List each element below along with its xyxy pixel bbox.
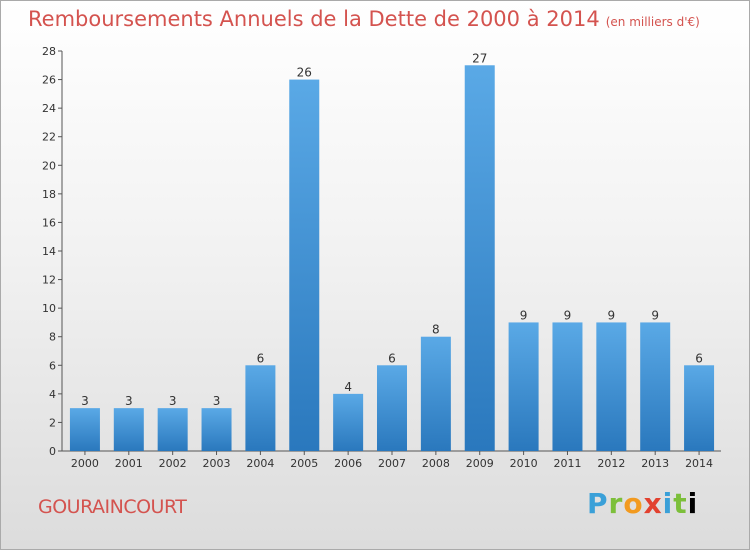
y-tick-label: 2 — [49, 416, 56, 429]
bar-value-label: 9 — [651, 308, 659, 322]
logo-letter: t — [673, 487, 688, 520]
bar-value-label: 3 — [169, 394, 177, 408]
x-tick-label: 2009 — [466, 457, 494, 470]
x-tick-label: 2011 — [553, 457, 581, 470]
y-tick-label: 4 — [49, 388, 56, 401]
bar — [333, 393, 364, 451]
bar — [464, 65, 495, 452]
bar-value-label: 9 — [520, 308, 528, 322]
x-tick-label: 2013 — [641, 457, 669, 470]
bar — [245, 365, 276, 451]
bar-value-label: 6 — [257, 351, 265, 365]
bar — [377, 365, 407, 451]
chart-title-text: Remboursements Annuels de la Dette de 20… — [28, 7, 600, 31]
bar — [420, 336, 451, 451]
y-tick-label: 28 — [42, 45, 56, 58]
chart-unit: (en milliers d'€) — [605, 15, 700, 29]
x-tick-label: 2003 — [203, 457, 231, 470]
x-tick-label: 2006 — [334, 457, 362, 470]
x-tick-label: 2010 — [510, 457, 538, 470]
y-tick-label: 10 — [42, 302, 56, 315]
bar-value-label: 27 — [472, 51, 487, 65]
town-name: GOURAINCOURT — [38, 496, 187, 518]
x-tick-label: 2008 — [422, 457, 450, 470]
x-tick-label: 2012 — [597, 457, 625, 470]
bar-value-label: 8 — [432, 323, 440, 337]
bar-value-label: 9 — [608, 308, 616, 322]
logo-letter: r — [608, 487, 624, 520]
bar-value-label: 4 — [344, 380, 352, 394]
y-tick-label: 0 — [49, 445, 56, 458]
x-tick-label: 2014 — [685, 457, 713, 470]
bar-value-label: 3 — [125, 394, 133, 408]
y-tick-label: 14 — [42, 245, 56, 258]
bar — [289, 79, 320, 452]
y-tick-label: 6 — [49, 359, 56, 372]
y-tick-label: 26 — [42, 74, 56, 87]
proxiti-logo: Proxiti — [587, 487, 698, 520]
bar-value-label: 3 — [81, 394, 89, 408]
y-tick-label: 8 — [49, 331, 56, 344]
x-tick-label: 2002 — [159, 457, 187, 470]
bar-value-label: 6 — [388, 351, 396, 365]
bar — [157, 408, 188, 451]
y-tick-label: 24 — [42, 102, 56, 115]
logo-letter: o — [623, 487, 644, 520]
logo-letter: P — [587, 487, 609, 520]
x-tick-label: 2000 — [71, 457, 99, 470]
logo-letter: x — [643, 487, 663, 520]
bar — [640, 322, 671, 451]
y-tick-label: 22 — [42, 131, 56, 144]
logo-letter: i — [687, 487, 699, 520]
bar — [596, 322, 627, 451]
bar — [684, 365, 715, 451]
y-tick-label: 16 — [42, 216, 56, 229]
bar — [113, 408, 144, 451]
logo-letter: i — [662, 487, 674, 520]
x-tick-label: 2004 — [246, 457, 274, 470]
bar — [508, 322, 539, 451]
bar — [201, 408, 232, 451]
bar — [552, 322, 583, 451]
bar-value-label: 6 — [695, 351, 703, 365]
bar-value-label: 3 — [213, 394, 221, 408]
x-tick-label: 2007 — [378, 457, 406, 470]
chart-title: Remboursements Annuels de la Dette de 20… — [28, 7, 700, 31]
x-tick-label: 2001 — [115, 457, 143, 470]
bar — [69, 408, 100, 451]
y-tick-label: 20 — [42, 159, 56, 172]
y-tick-label: 18 — [42, 188, 56, 201]
bar-value-label: 26 — [297, 66, 312, 80]
x-tick-label: 2005 — [290, 457, 318, 470]
y-tick-label: 12 — [42, 274, 56, 287]
bar-value-label: 9 — [564, 308, 572, 322]
